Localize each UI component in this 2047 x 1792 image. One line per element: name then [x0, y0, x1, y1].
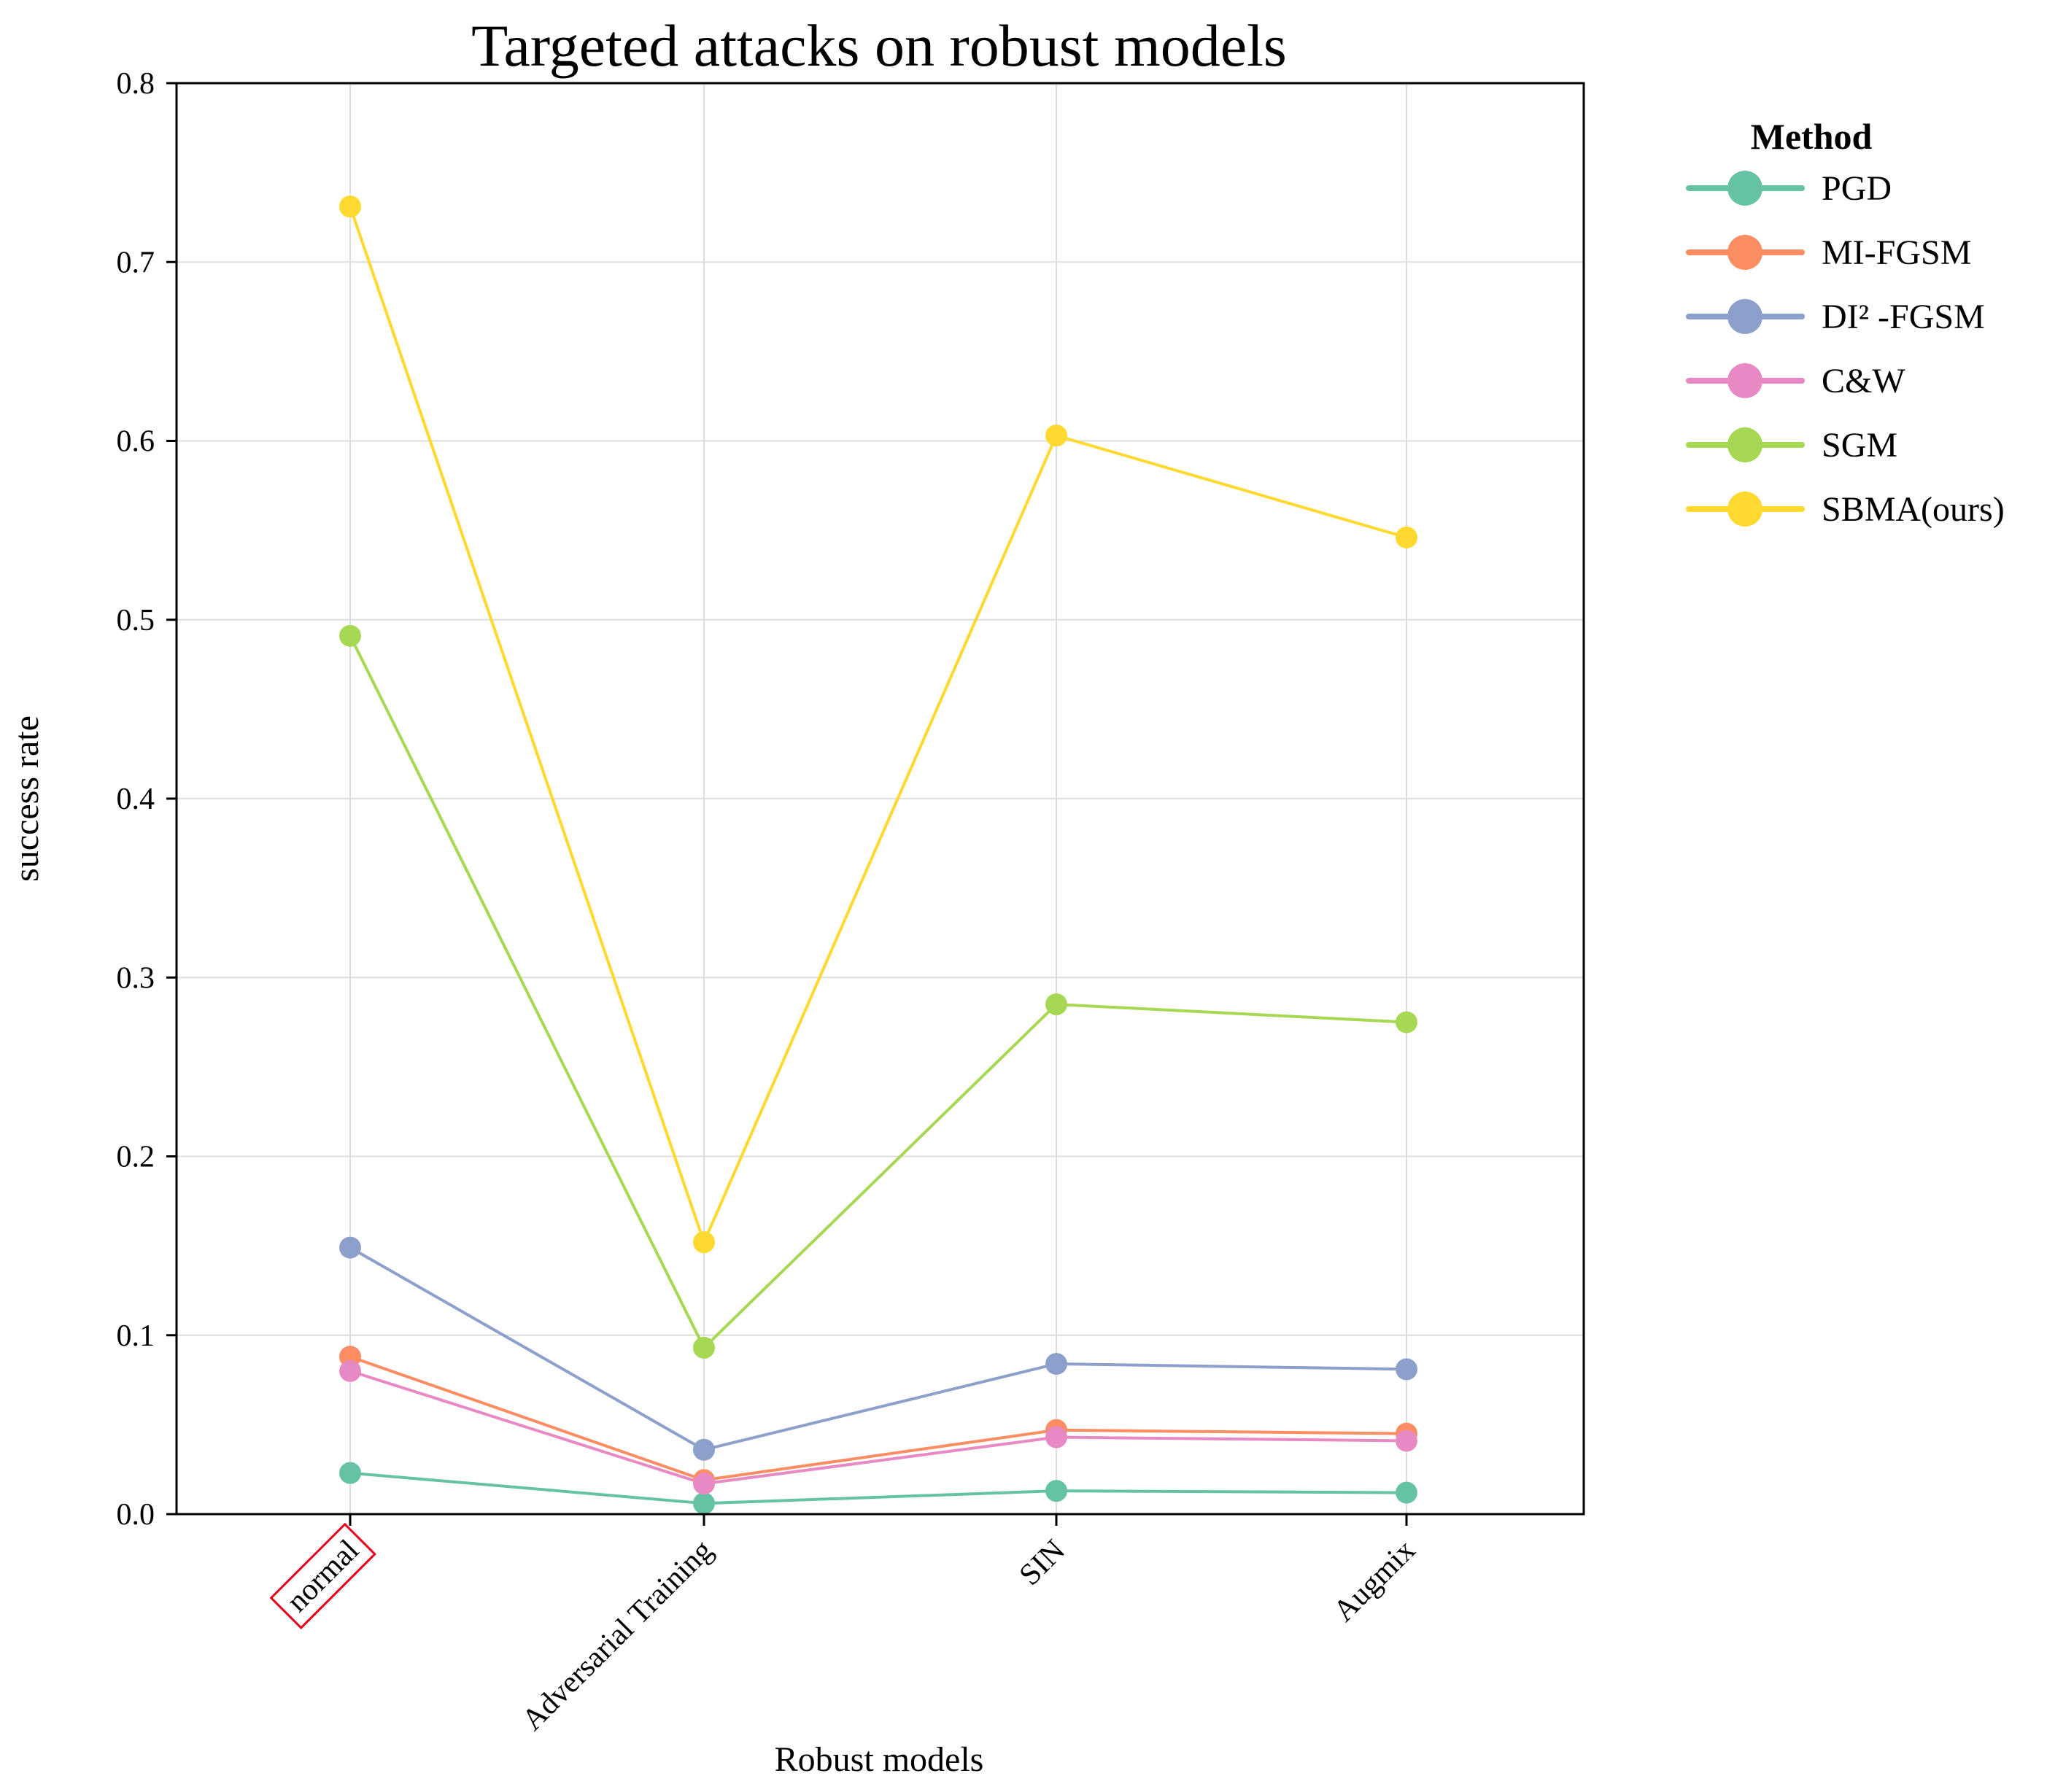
series-lines: [349, 206, 1407, 1505]
legend-swatch-marker: [1727, 363, 1762, 398]
y-tick-label: 0.8: [117, 67, 155, 101]
x-tick-label: SIN: [1013, 1534, 1072, 1592]
x-tick-group: SIN: [1013, 1534, 1072, 1592]
data-point: [1045, 1352, 1067, 1375]
y-axis-title: success rate: [7, 715, 46, 882]
data-point: [1045, 424, 1067, 447]
x-axis-title: Robust models: [775, 1740, 984, 1779]
data-point: [1045, 1426, 1067, 1448]
x-tick-group: normal: [269, 1522, 376, 1630]
series-line: [349, 1355, 1407, 1482]
data-point: [339, 1462, 361, 1484]
legend-swatch-marker: [1727, 492, 1762, 527]
legend-swatch-marker: [1727, 299, 1762, 334]
x-tick-group: Augmix: [1327, 1534, 1422, 1629]
legend-swatch-marker: [1727, 427, 1762, 462]
legend-label: DI² -FGSM: [1822, 298, 1985, 336]
data-point: [1045, 1480, 1067, 1502]
legend-label: C&W: [1822, 362, 1905, 400]
y-axis-ticks: 0.0 0.1 0.2 0.3 0.4 0.5 0.6 0.7 0.8: [117, 67, 177, 1532]
data-point: [339, 195, 361, 218]
grid-lines: [177, 82, 1584, 1515]
series-line: [349, 1471, 1407, 1505]
data-point: [693, 1231, 715, 1254]
y-tick-label: 0.5: [117, 604, 155, 637]
legend-title: Method: [1751, 116, 1873, 157]
data-point: [693, 1492, 715, 1515]
y-tick-label: 0.6: [117, 425, 155, 459]
y-tick-label: 0.2: [117, 1141, 155, 1174]
data-point: [693, 1336, 715, 1359]
legend-swatch-marker: [1727, 235, 1762, 270]
x-axis-ticks: normal Adversarial Training SIN Augmix: [269, 1514, 1422, 1737]
chart-title: Targeted attacks on robust models: [471, 12, 1287, 79]
data-point: [1396, 1011, 1417, 1033]
y-tick-label: 0.0: [117, 1498, 155, 1532]
highlight-box: [269, 1522, 376, 1630]
data-point: [693, 1438, 715, 1461]
series-points: [339, 195, 1417, 1515]
x-tick-label: Adversarial Training: [516, 1534, 719, 1737]
data-point: [339, 1236, 361, 1259]
data-point: [1396, 526, 1417, 548]
legend: Method PGD MI-FGSM DI² -FGSM C&W SGM SBMA(our…: [1686, 116, 2005, 529]
x-tick-label: Augmix: [1327, 1534, 1422, 1629]
series-line: [349, 1246, 1407, 1451]
data-point: [339, 624, 361, 647]
y-tick-label: 0.7: [117, 246, 155, 279]
legend-label: PGD: [1822, 169, 1892, 208]
series-line: [349, 635, 1407, 1349]
legend-label: SBMA(ours): [1822, 490, 2005, 529]
legend-label: SGM: [1822, 426, 1897, 465]
legend-label: MI-FGSM: [1822, 233, 1971, 272]
legend-swatch-marker: [1727, 171, 1762, 206]
x-tick-group: Adversarial Training: [516, 1534, 719, 1737]
y-tick-label: 0.4: [117, 783, 155, 816]
data-point: [1045, 993, 1067, 1016]
data-point: [1396, 1430, 1417, 1452]
data-point: [339, 1359, 361, 1382]
data-point: [1396, 1481, 1417, 1504]
y-tick-label: 0.3: [117, 961, 155, 995]
data-point: [1396, 1358, 1417, 1381]
data-point: [693, 1473, 715, 1495]
y-tick-label: 0.1: [117, 1319, 155, 1353]
series-line: [349, 206, 1407, 1244]
series-line: [349, 1369, 1407, 1486]
